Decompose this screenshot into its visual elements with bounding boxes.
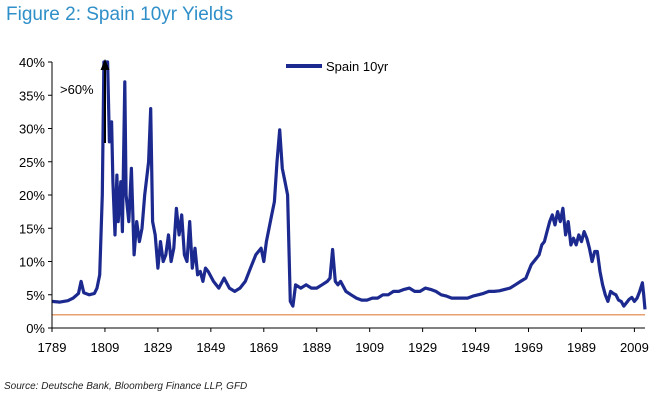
x-tick-label: 1789 <box>38 340 67 355</box>
annotation-label: >60% <box>60 82 94 97</box>
y-tick-label: 5% <box>26 288 45 303</box>
y-axis-ticks: 0% 5% 10% 15% 20% 25% 30% 35% 40% <box>19 55 52 336</box>
x-tick-label: 1849 <box>196 340 225 355</box>
figure-title: Figure 2: Spain 10yr Yields <box>6 4 234 25</box>
y-tick-label: 0% <box>26 321 45 336</box>
y-tick-label: 20% <box>19 188 45 203</box>
x-tick-label: 1829 <box>143 340 172 355</box>
y-tick-label: 25% <box>19 155 45 170</box>
x-tick-label: 2009 <box>620 340 649 355</box>
x-tick-label: 1969 <box>514 340 543 355</box>
y-tick-label: 30% <box>19 122 45 137</box>
annotation-group: >60% <box>60 59 110 143</box>
legend: Spain 10yr <box>286 59 389 74</box>
y-tick-label: 40% <box>19 55 45 70</box>
x-tick-label: 1809 <box>90 340 119 355</box>
series-line-spain-10yr <box>51 60 647 310</box>
y-tick-label: 10% <box>19 255 45 270</box>
legend-label: Spain 10yr <box>326 59 389 74</box>
source-note: Source: Deutsche Bank, Bloomberg Finance… <box>4 381 248 392</box>
x-tick-label: 1869 <box>249 340 278 355</box>
x-tick-label: 1949 <box>461 340 490 355</box>
x-tick-label: 1909 <box>355 340 384 355</box>
y-tick-label: 35% <box>19 88 45 103</box>
annotation-arrowhead-icon <box>100 59 110 70</box>
y-tick-label: 15% <box>19 221 45 236</box>
x-tick-label: 1989 <box>567 340 596 355</box>
x-tick-label: 1889 <box>302 340 331 355</box>
x-axis-ticks: 1789 1809 1829 1849 1869 1889 1909 1929 1949 1969… <box>38 328 649 355</box>
x-tick-label: 1929 <box>408 340 437 355</box>
